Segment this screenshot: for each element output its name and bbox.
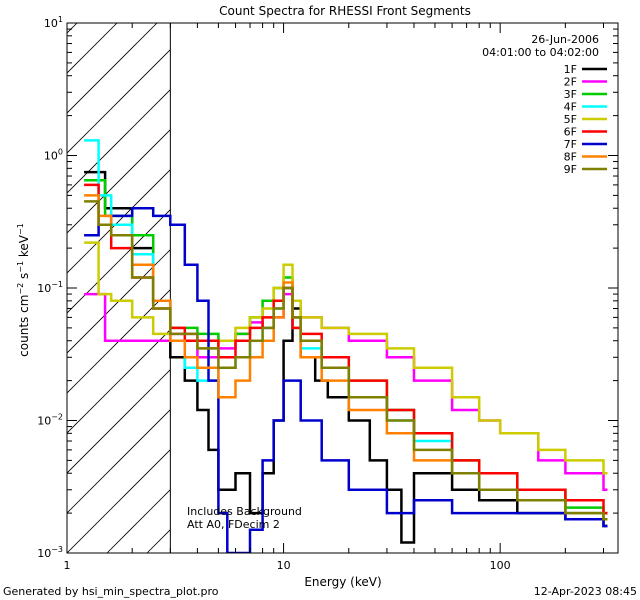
series-line-4F <box>84 139 608 521</box>
plot-frame <box>66 22 619 554</box>
hatch-line <box>67 129 171 234</box>
y-tick-base: 10 <box>37 282 51 295</box>
hatch-lines <box>0 0 171 553</box>
hatch-line <box>67 449 171 553</box>
hatch-line <box>0 0 67 553</box>
legend-label-2F: 2F <box>564 76 577 89</box>
series-line-3F <box>84 179 608 515</box>
y-label-main: counts cm <box>17 295 31 357</box>
hatch-line <box>67 409 171 514</box>
series-line-6F <box>84 183 608 515</box>
legend-label-1F: 1F <box>564 63 577 76</box>
hatch-line <box>67 369 171 474</box>
y-label-exp1: −2 <box>16 283 25 295</box>
generated-by-label: Generated by hsi_min_spectra_plot.pro <box>3 585 219 598</box>
timestamp-label: 12-Apr-2023 08:45 <box>534 585 637 598</box>
chart-title: Count Spectra for RHESSI Front Segments <box>219 4 471 18</box>
hatch-line <box>67 249 171 354</box>
legend-label-5F: 5F <box>564 113 577 126</box>
y-label-mid: s <box>17 273 31 283</box>
series-line-5F <box>84 241 608 475</box>
y-tick-base: 10 <box>44 17 58 30</box>
legend-label-4F: 4F <box>564 101 577 114</box>
annotation-attenuator: Att A0, FDecim 2 <box>187 518 280 531</box>
y-tick-base: 10 <box>44 150 58 163</box>
y-label-end: keV <box>17 234 31 261</box>
legend-label-9F: 9F <box>564 163 577 176</box>
y-tick-label: 100 <box>44 148 63 163</box>
hatch-line <box>67 289 171 394</box>
y-tick-exp: −2 <box>51 413 63 422</box>
y-tick-label: 10−3 <box>37 545 63 560</box>
y-tick-label: 10−1 <box>37 280 63 295</box>
legend-label-6F: 6F <box>564 126 577 139</box>
y-tick-exp: 1 <box>58 15 63 24</box>
series-layer <box>84 139 608 553</box>
date-label: 26-Jun-2006 <box>531 33 599 46</box>
series-line-9F <box>84 200 608 521</box>
y-label-exp3: −1 <box>16 223 25 235</box>
legend-label-7F: 7F <box>564 138 577 151</box>
y-tick-label: 101 <box>44 15 63 30</box>
hatch-line <box>67 23 118 74</box>
legend-label-8F: 8F <box>564 151 577 164</box>
x-tick-label: 1 <box>64 559 71 572</box>
hatch-line <box>106 489 171 553</box>
hatch-line <box>67 23 158 114</box>
y-axis-label: counts cm−2 s−1 keV−1 <box>16 223 31 357</box>
hatch-line <box>67 49 171 154</box>
y-tick-exp: −1 <box>51 280 63 289</box>
y-tick-base: 10 <box>37 547 51 560</box>
y-tick-base: 10 <box>37 415 51 428</box>
annotation-background: Includes Background <box>187 505 302 518</box>
hatched-region <box>0 0 171 553</box>
time-range-label: 04:01:00 to 04:02:00 <box>482 46 599 59</box>
y-tick-exp: −3 <box>51 545 63 554</box>
y-label-exp2: −1 <box>16 261 25 273</box>
legend-label-3F: 3F <box>564 88 577 101</box>
hatch-line <box>67 169 171 274</box>
hatch-line <box>67 209 171 314</box>
x-tick-label: 10 <box>277 559 291 572</box>
y-tick-exp: 0 <box>58 148 63 157</box>
x-tick-label: 100 <box>490 559 511 572</box>
y-tick-label: 10−2 <box>37 413 63 428</box>
series-line-7F <box>84 206 608 553</box>
x-axis-label: Energy (keV) <box>304 575 381 589</box>
